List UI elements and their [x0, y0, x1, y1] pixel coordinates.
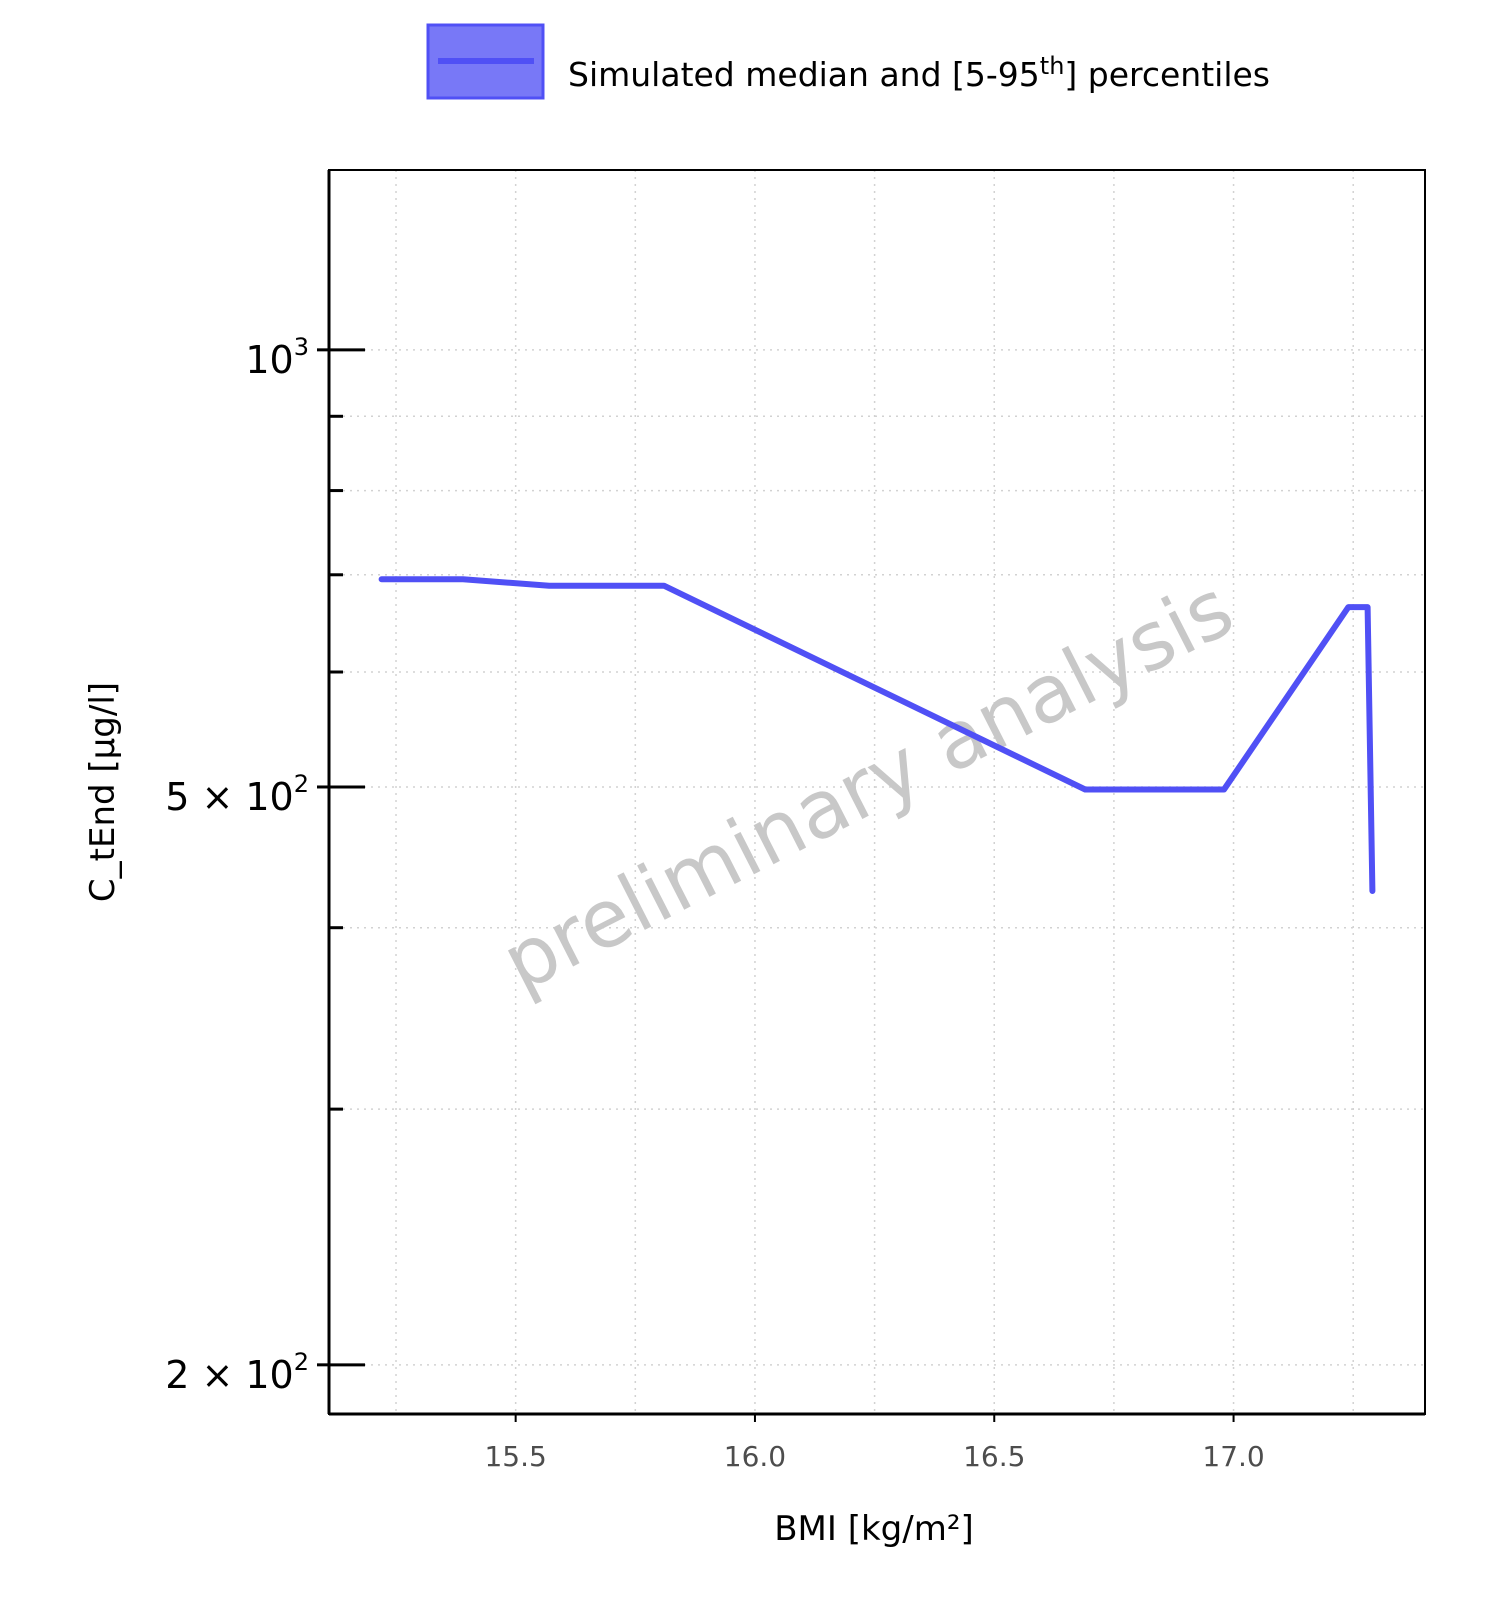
y-tick-label-base: 2 × 10 [165, 1353, 294, 1397]
x-tick-label: 15.5 [484, 1440, 546, 1473]
legend-label-sup: th [1040, 52, 1065, 80]
legend-label-prefix: Simulated median and [5-95 [568, 55, 1040, 94]
watermark: preliminary analysis [488, 561, 1248, 1009]
y-tick-label: 5 × 102 [165, 770, 309, 819]
y-tick-label-base: 5 × 10 [165, 775, 294, 819]
y-tick-label: 2 × 102 [165, 1348, 309, 1397]
series-layer [378, 576, 1376, 894]
legend-label: Simulated median and [5-95th] percentile… [568, 52, 1270, 94]
y-tick-label-exp: 2 [294, 1348, 309, 1376]
x-tick-label: 17.0 [1202, 1440, 1264, 1473]
legend-label-suffix: ] percentiles [1064, 55, 1270, 94]
x-tick-label: 16.0 [724, 1440, 786, 1473]
y-tick-label-exp: 2 [294, 770, 309, 798]
x-tick-label: 16.5 [963, 1440, 1025, 1473]
y-tick-label-exp: 3 [294, 333, 309, 361]
y-tick-label-base: 10 [245, 338, 293, 382]
y-axis-title: C_tEnd [µg/l] [83, 682, 123, 902]
series-line [378, 576, 1376, 894]
grid [329, 170, 1425, 1414]
legend: Simulated median and [5-95th] percentile… [426, 23, 1270, 100]
y-tick-label: 103 [245, 333, 309, 382]
x-axis-title: BMI [kg/m²] [774, 1509, 974, 1549]
